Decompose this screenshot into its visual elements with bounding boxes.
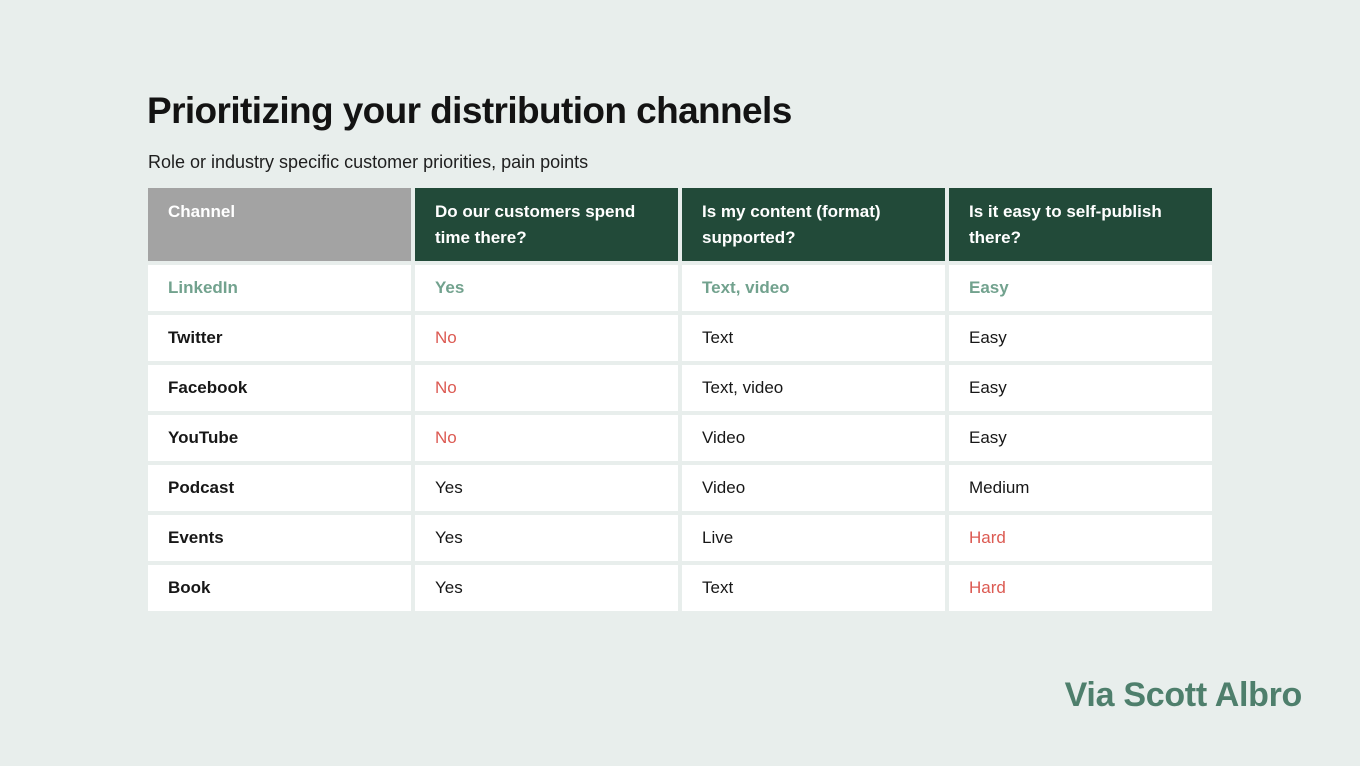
table-cell-channel: Facebook: [148, 365, 411, 411]
table-cell: Easy: [949, 315, 1212, 361]
table-cell: No: [415, 365, 678, 411]
table-cell: Easy: [949, 365, 1212, 411]
table-cell: Hard: [949, 565, 1212, 611]
table-cell: Text, video: [682, 365, 945, 411]
table-cell: Text: [682, 565, 945, 611]
page-subtitle: Role or industry specific customer prior…: [148, 152, 589, 172]
table-cell: Easy: [949, 265, 1212, 311]
table-cell: Video: [682, 465, 945, 511]
table-cell: Yes: [415, 565, 678, 611]
table-cell: Medium: [949, 465, 1212, 511]
table-cell: Yes: [415, 465, 678, 511]
attribution-text: Via Scott Albro: [1064, 676, 1303, 714]
table-cell-channel: Book: [148, 565, 411, 611]
table-cell: Hard: [949, 515, 1212, 561]
column-header-format-supported: Is my content (format) supported?: [682, 188, 945, 261]
table-cell: No: [415, 415, 678, 461]
table-cell: Video: [682, 415, 945, 461]
table-cell: Text: [682, 315, 945, 361]
column-header-self-publish: Is it easy to self-publish there?: [949, 188, 1212, 261]
table-cell: Yes: [415, 265, 678, 311]
table-cell-channel: Podcast: [148, 465, 411, 511]
table-cell: Easy: [949, 415, 1212, 461]
channels-table: Channel Do our customers spend time ther…: [148, 188, 1212, 611]
table-cell: Text, video: [682, 265, 945, 311]
table-cell: Yes: [415, 515, 678, 561]
table-cell-channel: Events: [148, 515, 411, 561]
table-cell-channel: LinkedIn: [148, 265, 411, 311]
column-header-channel: Channel: [148, 188, 411, 261]
table-cell: Live: [682, 515, 945, 561]
table-cell: No: [415, 315, 678, 361]
table-cell-channel: YouTube: [148, 415, 411, 461]
table-cell-channel: Twitter: [148, 315, 411, 361]
page-title: Prioritizing your distribution channels: [147, 90, 792, 131]
column-header-spend-time: Do our customers spend time there?: [415, 188, 678, 261]
